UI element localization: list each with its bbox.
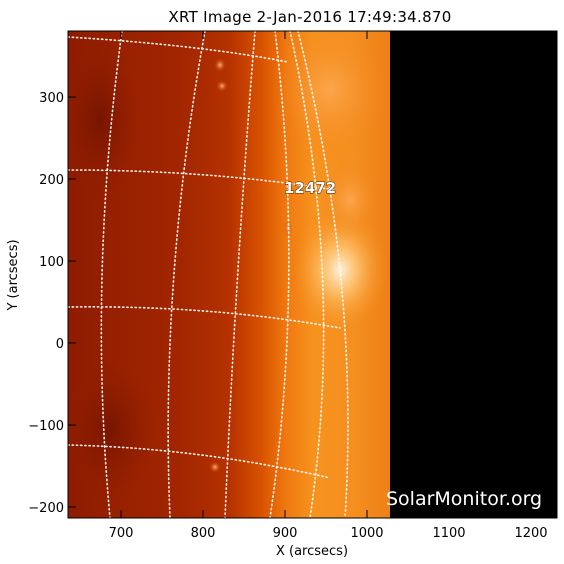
y-axis-label: Y (arcsecs) <box>6 239 21 311</box>
y-tick-label: 300 <box>39 91 64 106</box>
y-tick-label: −200 <box>28 501 64 516</box>
longitude-line <box>297 31 349 518</box>
x-tick-label: 1100 <box>432 526 465 541</box>
x-tick-label: 700 <box>109 526 134 541</box>
off-field-region <box>390 31 557 518</box>
y-tick-label: 100 <box>39 255 64 270</box>
bright-point <box>216 80 228 92</box>
y-tick-label: 0 <box>56 337 64 352</box>
axis-ticks <box>68 31 557 518</box>
latitude-line <box>68 169 336 191</box>
active-region-number-label: 12472 <box>284 179 336 197</box>
longitude-line <box>167 31 206 518</box>
longitude-line <box>289 31 325 518</box>
latitude-line <box>68 36 289 63</box>
bright-point <box>209 461 221 473</box>
solar-image <box>68 31 557 518</box>
dark-coronal-patch <box>68 40 140 200</box>
latitude-line <box>68 306 341 329</box>
latitude-line <box>68 444 331 479</box>
x-tick-label: 1000 <box>350 526 383 541</box>
y-tick-label: 200 <box>39 173 64 188</box>
figure-title: XRT Image 2-Jan-2016 17:49:34.870 <box>168 8 451 26</box>
y-tick-label: −100 <box>28 419 64 434</box>
solarmonitor-watermark: SolarMonitor.org <box>386 488 542 510</box>
upper-limb-glow <box>270 31 390 160</box>
x-tick-label: 800 <box>191 526 216 541</box>
y-tick-labels: 300 200 100 0 −100 −200 <box>28 91 64 516</box>
x-tick-label: 900 <box>273 526 298 541</box>
dark-coronal-patch <box>68 360 155 500</box>
longitude-line <box>269 31 290 518</box>
longitude-line <box>100 31 123 518</box>
bright-point <box>214 58 226 72</box>
heliographic-grid <box>68 31 349 518</box>
longitude-line <box>224 31 256 518</box>
x-tick-labels: 700 800 900 1000 1100 1200 <box>109 526 548 541</box>
active-region-glow <box>320 160 380 240</box>
plot-frame <box>67 30 558 519</box>
x-axis-label: X (arcsecs) <box>276 544 348 559</box>
x-tick-label: 1200 <box>514 526 547 541</box>
